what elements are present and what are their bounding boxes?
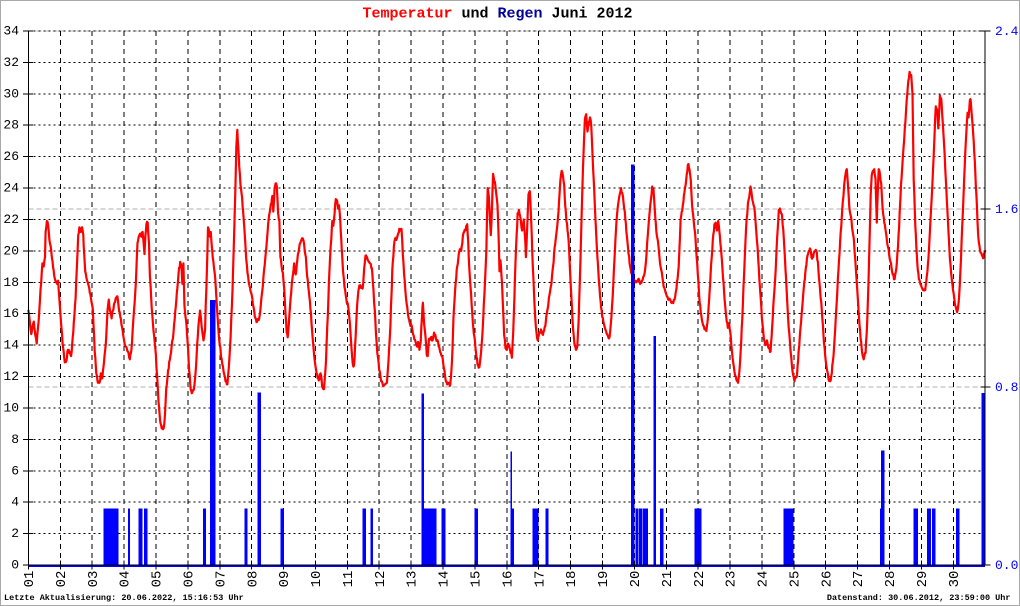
svg-text:26: 26 xyxy=(819,571,835,588)
svg-text:1.6: 1.6 xyxy=(995,202,1018,217)
svg-text:17: 17 xyxy=(532,571,548,588)
svg-text:22: 22 xyxy=(3,212,19,227)
svg-text:11: 11 xyxy=(341,571,357,588)
svg-text:20: 20 xyxy=(3,243,19,258)
svg-text:19: 19 xyxy=(596,571,612,588)
svg-text:2.4: 2.4 xyxy=(995,24,1019,39)
svg-text:2: 2 xyxy=(11,526,19,541)
svg-text:04: 04 xyxy=(118,571,134,588)
svg-text:0: 0 xyxy=(11,558,19,573)
svg-text:0.8: 0.8 xyxy=(995,380,1018,395)
svg-text:25: 25 xyxy=(787,571,803,588)
svg-text:32: 32 xyxy=(3,55,19,70)
svg-text:26: 26 xyxy=(3,149,19,164)
svg-text:Letzte Aktualisierung: 20.06.2: Letzte Aktualisierung: 20.06.2022, 15:16… xyxy=(4,593,244,603)
svg-text:03: 03 xyxy=(86,571,102,588)
svg-text:14: 14 xyxy=(3,338,19,353)
svg-text:24: 24 xyxy=(756,571,772,588)
svg-text:01: 01 xyxy=(22,571,38,588)
svg-text:15: 15 xyxy=(469,571,485,588)
svg-text:07: 07 xyxy=(213,571,229,588)
svg-text:28: 28 xyxy=(883,571,899,588)
svg-text:16: 16 xyxy=(3,306,19,321)
svg-text:05: 05 xyxy=(150,571,166,588)
svg-text:22: 22 xyxy=(692,571,708,588)
svg-text:18: 18 xyxy=(564,571,580,588)
svg-text:08: 08 xyxy=(245,571,261,588)
svg-text:0.0: 0.0 xyxy=(995,558,1018,573)
svg-text:10: 10 xyxy=(3,400,19,415)
svg-text:30: 30 xyxy=(947,571,963,588)
svg-text:23: 23 xyxy=(724,571,740,588)
svg-text:30: 30 xyxy=(3,86,19,101)
svg-text:21: 21 xyxy=(660,571,676,588)
svg-text:Datenstand: 30.06.2012, 23:59:: Datenstand: 30.06.2012, 23:59:00 Uhr xyxy=(827,593,1011,603)
svg-text:6: 6 xyxy=(11,463,19,478)
svg-text:20: 20 xyxy=(628,571,644,588)
svg-text:27: 27 xyxy=(851,571,867,588)
svg-text:13: 13 xyxy=(405,571,421,588)
svg-text:18: 18 xyxy=(3,275,19,290)
svg-text:34: 34 xyxy=(3,24,19,39)
svg-text:4: 4 xyxy=(11,495,19,510)
svg-text:Temperatur und Regen Juni 2012: Temperatur und Regen Juni 2012 xyxy=(363,6,633,23)
svg-text:12: 12 xyxy=(373,571,389,588)
svg-text:28: 28 xyxy=(3,118,19,133)
svg-text:02: 02 xyxy=(54,571,70,588)
svg-text:16: 16 xyxy=(500,571,516,588)
svg-text:10: 10 xyxy=(309,571,325,588)
svg-text:29: 29 xyxy=(915,571,931,588)
svg-text:09: 09 xyxy=(277,571,293,588)
svg-text:12: 12 xyxy=(3,369,19,384)
svg-text:24: 24 xyxy=(3,181,19,196)
svg-text:14: 14 xyxy=(437,571,453,588)
svg-text:8: 8 xyxy=(11,432,19,447)
svg-text:06: 06 xyxy=(182,571,198,588)
